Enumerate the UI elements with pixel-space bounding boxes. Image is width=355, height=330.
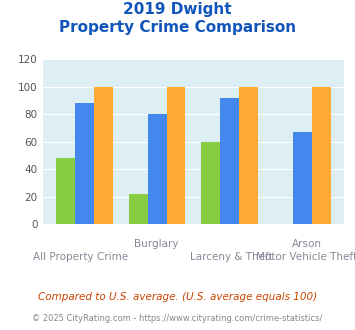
Text: All Property Crime: All Property Crime (33, 252, 128, 262)
Bar (75, 103, 94, 224)
Text: © 2025 CityRating.com - https://www.cityrating.com/crime-statistics/: © 2025 CityRating.com - https://www.city… (32, 314, 323, 323)
Bar (94, 87, 113, 224)
Text: 2019 Dwight: 2019 Dwight (123, 2, 232, 16)
Bar (201, 142, 220, 224)
Bar (312, 87, 331, 224)
Text: Burglary: Burglary (133, 239, 178, 249)
Bar (56, 158, 75, 224)
Text: Property Crime Comparison: Property Crime Comparison (59, 20, 296, 35)
Bar (220, 98, 239, 224)
Bar (148, 115, 166, 224)
Text: Arson: Arson (291, 239, 322, 249)
Text: Compared to U.S. average. (U.S. average equals 100): Compared to U.S. average. (U.S. average … (38, 292, 317, 302)
Bar (239, 87, 258, 224)
Text: Larceny & Theft: Larceny & Theft (190, 252, 273, 262)
Bar (129, 194, 148, 224)
Bar (293, 132, 312, 224)
Bar (166, 87, 186, 224)
Text: Motor Vehicle Theft: Motor Vehicle Theft (256, 252, 355, 262)
